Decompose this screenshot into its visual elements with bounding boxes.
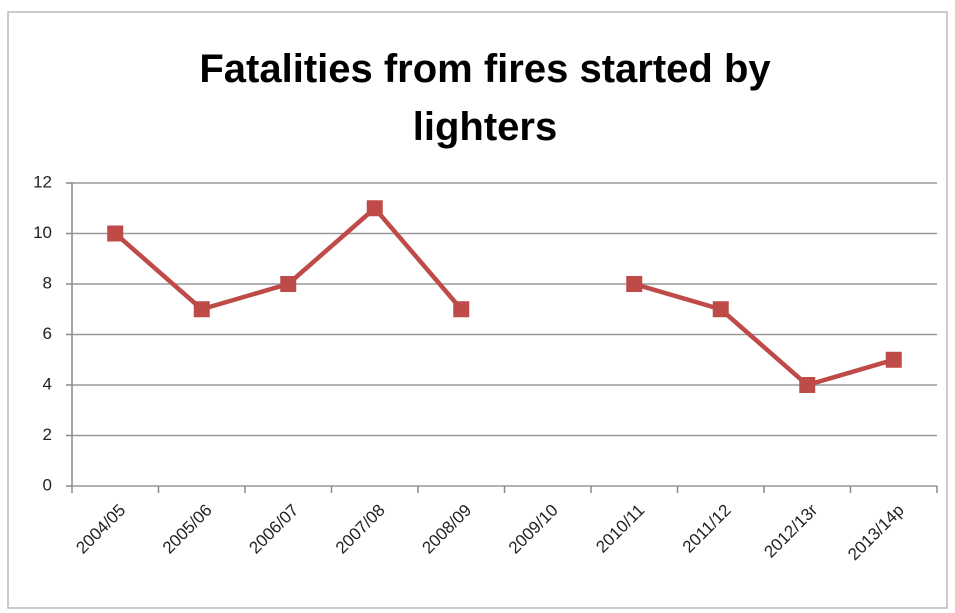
data-point [885, 351, 902, 368]
x-tick-label: 2013/14p [844, 501, 908, 565]
x-tick-label: 2005/06 [159, 501, 216, 558]
chart-title: Fatalities from fires started by lighter… [199, 47, 771, 149]
data-line [113, 206, 895, 388]
data-point [712, 301, 729, 318]
data-point [626, 276, 643, 292]
x-tick-label: 2011/12 [679, 501, 735, 557]
chart-border [7, 11, 948, 609]
x-tick-label: 2010/11 [592, 501, 648, 557]
x-tick-label: 2006/07 [245, 501, 302, 558]
y-tick-label: 0 [43, 475, 52, 494]
y-tick-label: 12 [33, 172, 52, 191]
y-tick-label: 6 [43, 324, 52, 343]
y-tick-label: 2 [43, 425, 52, 444]
x-tick-label: 2009/10 [505, 501, 562, 558]
data-point [366, 200, 383, 217]
y-tick-label: 10 [33, 223, 52, 242]
x-tick-label: 2008/09 [418, 501, 475, 558]
data-point [107, 225, 124, 242]
data-point [453, 301, 470, 318]
y-tick-label: 8 [43, 273, 52, 292]
data-point [193, 301, 210, 318]
data-point [799, 377, 816, 393]
y-tick-label: 4 [43, 374, 52, 393]
x-tick-label: 2007/08 [332, 501, 389, 558]
x-tick-label: 2004/05 [72, 501, 129, 558]
data-point [280, 276, 297, 292]
x-tick-label: 2012/13r [760, 500, 821, 561]
